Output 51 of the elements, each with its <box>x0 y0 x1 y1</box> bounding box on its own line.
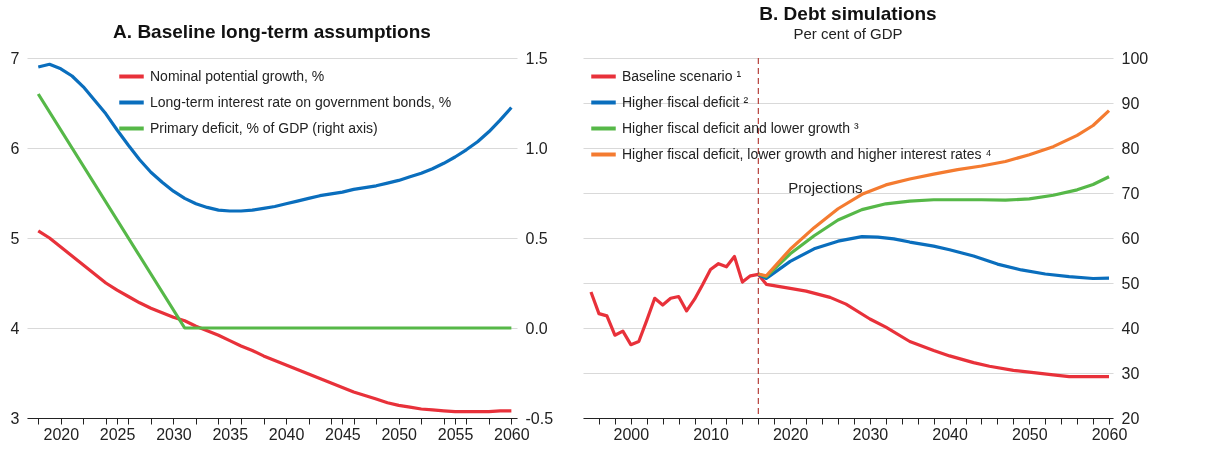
x-tick-label: 2020 <box>772 425 809 443</box>
x-tick-label: 2040 <box>268 425 305 443</box>
legend-label: Primary deficit, % of GDP (right axis) <box>150 119 378 136</box>
line-series <box>589 254 1111 379</box>
y-tick-label: 70 <box>1121 184 1140 202</box>
x-tick-label: 2020 <box>43 425 80 443</box>
y-tick-label: 4 <box>10 319 20 337</box>
legend-label: Nominal potential growth, % <box>150 67 325 84</box>
x-tick-label: 2045 <box>325 425 361 443</box>
y2-tick-label: 1.0 <box>525 139 548 157</box>
y-tick-label: 7 <box>10 49 20 67</box>
x-tick-label: 2030 <box>852 425 889 443</box>
y-tick-label: 3 <box>10 409 20 427</box>
x-tick-label: 2040 <box>932 425 969 443</box>
chart-subtitle: Per cent of GDP <box>793 25 903 42</box>
legend-label: Baseline scenario ¹ <box>622 67 742 84</box>
y2-tick-label: -0.5 <box>525 409 554 427</box>
y-tick-label: 60 <box>1121 229 1140 247</box>
x-tick-label: 2050 <box>381 425 418 443</box>
legend-label: Long-term interest rate on government bonds, % <box>150 93 452 110</box>
x-tick-label: 2010 <box>693 425 729 443</box>
x-tick-label: 2060 <box>1091 425 1128 443</box>
y-tick-label: 6 <box>10 139 20 157</box>
line-series <box>36 229 513 414</box>
y2-tick-label: 0.0 <box>525 319 548 337</box>
y-tick-label: 5 <box>10 229 20 247</box>
x-tick-label: 2000 <box>613 425 650 443</box>
x-tick-label: 2055 <box>437 425 474 443</box>
y-tick-label: 80 <box>1121 139 1140 157</box>
y2-tick-label: 1.5 <box>525 49 548 67</box>
legend-label: Higher fiscal deficit and lower growth ³ <box>622 119 859 136</box>
chart-title: B. Debt simulations <box>759 3 937 24</box>
line-series <box>36 62 513 213</box>
x-tick-label: 2050 <box>1012 425 1048 443</box>
y-tick-label: 40 <box>1121 319 1140 337</box>
x-tick-label: 2030 <box>156 425 192 443</box>
line-series <box>36 92 513 330</box>
legend-label: Higher fiscal deficit ² <box>622 93 749 110</box>
y-tick-label: 90 <box>1121 94 1140 112</box>
x-tick-label: 2025 <box>99 425 136 443</box>
y-tick-label: 100 <box>1121 49 1149 67</box>
line-series <box>756 235 1111 281</box>
y2-tick-label: 0.5 <box>525 229 548 247</box>
x-tick-label: 2060 <box>494 425 530 443</box>
chart-title: A. Baseline long-term assumptions <box>113 21 431 42</box>
annotation: Projections <box>788 179 863 196</box>
x-tick-label: 2035 <box>212 425 249 443</box>
y-tick-label: 30 <box>1121 364 1140 382</box>
y-tick-label: 50 <box>1121 274 1140 292</box>
y-tick-label: 20 <box>1121 409 1140 427</box>
legend-label: Higher fiscal deficit, lower growth and higher interest rates ⁴ <box>622 145 992 162</box>
